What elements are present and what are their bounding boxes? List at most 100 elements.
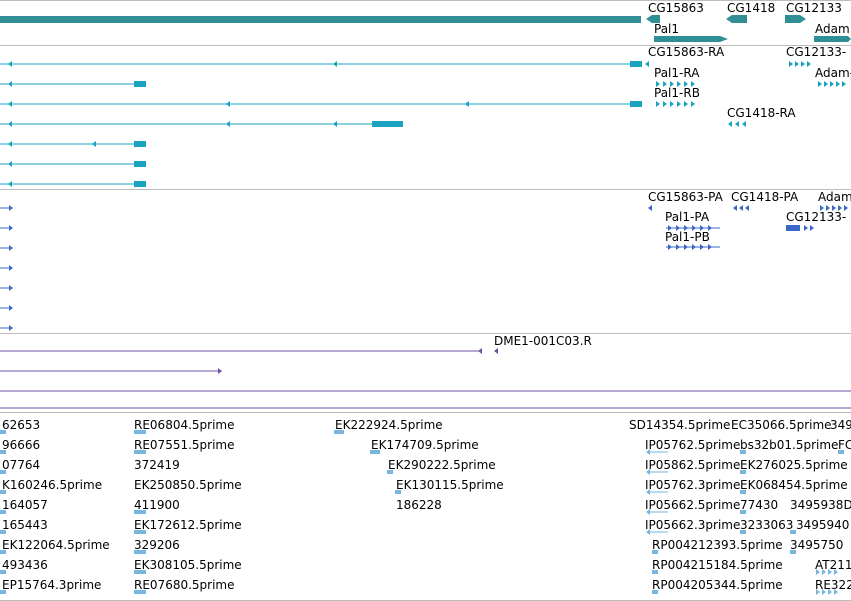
est-label[interactable]: 62653 bbox=[2, 418, 41, 432]
est-glyph[interactable] bbox=[740, 450, 746, 454]
est-label[interactable]: EC35066.5prime bbox=[731, 418, 832, 432]
protein-label[interactable]: Pal1-PA bbox=[665, 210, 710, 224]
est-glyph[interactable] bbox=[387, 470, 393, 474]
est-glyph[interactable] bbox=[790, 530, 796, 534]
est-label[interactable]: EK172612.5prime bbox=[134, 518, 242, 532]
est-glyph[interactable] bbox=[0, 490, 6, 494]
gene-label[interactable]: CG12133 bbox=[786, 1, 842, 15]
est-glyph[interactable] bbox=[740, 470, 746, 474]
transcript-label[interactable]: Pal1-RB bbox=[654, 86, 700, 100]
est-label[interactable]: AT211 bbox=[815, 558, 851, 572]
est-label[interactable]: RE322 bbox=[815, 578, 851, 592]
est-label[interactable]: IP05662.5prime bbox=[645, 498, 741, 512]
est-glyph[interactable] bbox=[134, 590, 146, 594]
est-glyph[interactable] bbox=[134, 530, 146, 534]
est-glyph[interactable] bbox=[0, 470, 6, 474]
transcript-label[interactable]: CG12133- bbox=[786, 45, 847, 59]
est-label[interactable]: 165443 bbox=[2, 518, 48, 532]
transcript-label[interactable]: Adam- bbox=[815, 66, 851, 80]
est-label[interactable]: FC bbox=[838, 438, 851, 452]
est-label[interactable]: RP004212393.5prime bbox=[652, 538, 783, 552]
est-label[interactable]: EK308105.5prime bbox=[134, 558, 242, 572]
protein-label[interactable]: CG12133- bbox=[786, 210, 847, 224]
est-label[interactable]: EK068454.5prime bbox=[740, 478, 848, 492]
est-label[interactable]: IP05762.5prime bbox=[645, 438, 741, 452]
est-label[interactable]: K160246.5prime bbox=[2, 478, 103, 492]
exon-box[interactable] bbox=[134, 141, 146, 147]
est-label[interactable]: bs32b01.5prime bbox=[740, 438, 839, 452]
gene-label[interactable]: CG1418 bbox=[727, 1, 776, 15]
est-glyph[interactable] bbox=[134, 430, 146, 434]
est-label[interactable]: EK122064.5prime bbox=[2, 538, 110, 552]
transcript-label[interactable]: CG15863-RA bbox=[648, 45, 725, 59]
est-label[interactable]: RP004215184.5prime bbox=[652, 558, 783, 572]
est-glyph[interactable] bbox=[740, 530, 746, 534]
est-label[interactable]: EK174709.5prime bbox=[371, 438, 479, 452]
est-label[interactable]: 493436 bbox=[2, 558, 48, 572]
est-label[interactable]: IP05662.3prime bbox=[645, 518, 741, 532]
est-label[interactable]: 3495938D bbox=[790, 498, 851, 512]
est-glyph[interactable] bbox=[838, 450, 844, 454]
est-label[interactable]: 07764 bbox=[2, 458, 41, 472]
gene-bar[interactable] bbox=[814, 36, 851, 42]
exon-box[interactable] bbox=[372, 121, 403, 127]
est-glyph[interactable] bbox=[0, 550, 6, 554]
est-label[interactable]: RE07551.5prime bbox=[134, 438, 235, 452]
est-label[interactable]: EK130115.5prime bbox=[396, 478, 504, 492]
est-label[interactable]: RE06804.5prime bbox=[134, 418, 235, 432]
est-glyph[interactable] bbox=[652, 550, 658, 554]
protein-label[interactable]: CG15863-PA bbox=[648, 190, 723, 204]
gene-bar[interactable] bbox=[785, 15, 806, 23]
est-label[interactable]: EK276025.5prime bbox=[740, 458, 848, 472]
exon-box[interactable] bbox=[134, 181, 146, 187]
exon-box[interactable] bbox=[134, 81, 146, 87]
transcript-label[interactable]: CG1418-RA bbox=[727, 106, 796, 120]
transcript-label[interactable]: Pal1-RA bbox=[654, 66, 700, 80]
est-glyph[interactable] bbox=[134, 450, 146, 454]
est-label[interactable]: 372419 bbox=[134, 458, 180, 472]
est-label[interactable]: 186228 bbox=[396, 498, 442, 512]
est-label[interactable]: RP004205344.5prime bbox=[652, 578, 783, 592]
gene-bar[interactable] bbox=[726, 15, 747, 23]
est-label[interactable]: EK250850.5prime bbox=[134, 478, 242, 492]
gene-label[interactable]: CG15863 bbox=[648, 1, 704, 15]
exon-box[interactable] bbox=[134, 161, 146, 167]
est-label[interactable]: 411900 bbox=[134, 498, 180, 512]
est-label[interactable]: RE07680.5prime bbox=[134, 578, 235, 592]
est-glyph[interactable] bbox=[0, 430, 6, 434]
est-glyph[interactable] bbox=[134, 570, 146, 574]
protein-label[interactable]: CG1418-PA bbox=[731, 190, 799, 204]
est-glyph[interactable] bbox=[370, 450, 380, 454]
est-glyph[interactable] bbox=[740, 490, 746, 494]
gene-bar[interactable] bbox=[0, 16, 641, 23]
exon-box[interactable] bbox=[630, 61, 642, 67]
gene-bar[interactable] bbox=[646, 15, 660, 23]
est-glyph[interactable] bbox=[790, 550, 796, 554]
gene-label[interactable]: Adam bbox=[815, 22, 850, 36]
est-glyph[interactable] bbox=[652, 570, 658, 574]
est-glyph[interactable] bbox=[0, 570, 6, 574]
est-label[interactable]: IP05762.3prime bbox=[645, 478, 741, 492]
est-label[interactable]: 3495940 bbox=[796, 518, 850, 532]
est-label[interactable]: EP15764.3prime bbox=[2, 578, 102, 592]
est-glyph[interactable] bbox=[134, 550, 146, 554]
est-label[interactable]: 77430 bbox=[740, 498, 779, 512]
gene-label[interactable]: Pal1 bbox=[654, 22, 680, 36]
protein-box[interactable] bbox=[786, 225, 800, 231]
est-label[interactable]: SD14354.5prime bbox=[629, 418, 731, 432]
est-label[interactable]: 3495750 bbox=[790, 538, 844, 552]
est-label[interactable]: 164057 bbox=[2, 498, 48, 512]
est-label[interactable]: EK290222.5prime bbox=[388, 458, 496, 472]
est-glyph[interactable] bbox=[334, 430, 344, 434]
est-glyph[interactable] bbox=[652, 590, 658, 594]
est-label[interactable]: 3233063 bbox=[740, 518, 794, 532]
protein-label[interactable]: Pal1-PB bbox=[665, 230, 710, 244]
exon-box[interactable] bbox=[630, 101, 642, 107]
gene-bar[interactable] bbox=[654, 36, 728, 42]
est-glyph[interactable] bbox=[395, 490, 401, 494]
est-glyph[interactable] bbox=[0, 450, 6, 454]
est-label[interactable]: EK222924.5prime bbox=[335, 418, 443, 432]
est-label[interactable]: 349 bbox=[830, 418, 851, 432]
